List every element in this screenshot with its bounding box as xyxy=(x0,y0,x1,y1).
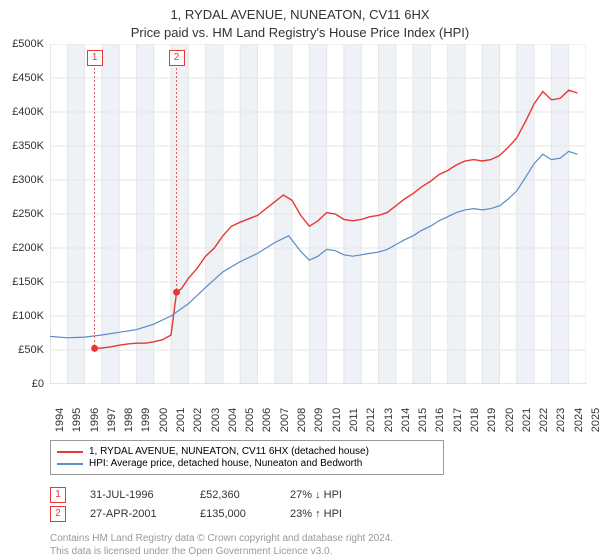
x-tick-label: 2016 xyxy=(434,408,446,432)
sale-table: 1 31-JUL-1996 £52,360 27% ↓ HPI 2 27-APR… xyxy=(50,484,342,525)
y-tick-label: £100K xyxy=(12,310,44,322)
sale-row: 1 31-JUL-1996 £52,360 27% ↓ HPI xyxy=(50,487,342,503)
x-tick-label: 2017 xyxy=(452,408,464,432)
sale-date: 27-APR-2001 xyxy=(90,508,200,520)
x-tick-label: 2011 xyxy=(348,408,360,432)
x-tick-label: 2025 xyxy=(590,408,600,432)
y-axis: £0£50K£100K£150K£200K£250K£300K£350K£400… xyxy=(0,44,48,384)
y-tick-label: £300K xyxy=(12,174,44,186)
legend-item: 1, RYDAL AVENUE, NUNEATON, CV11 6HX (det… xyxy=(57,446,437,457)
x-tick-label: 1999 xyxy=(140,408,152,432)
legend-item: HPI: Average price, detached house, Nune… xyxy=(57,458,437,469)
y-tick-label: £500K xyxy=(12,38,44,50)
x-tick-label: 2020 xyxy=(504,408,516,432)
x-tick-label: 2022 xyxy=(538,408,550,432)
footer: Contains HM Land Registry data © Crown c… xyxy=(50,532,393,558)
title-block: 1, RYDAL AVENUE, NUNEATON, CV11 6HX Pric… xyxy=(0,0,600,44)
sale-row: 2 27-APR-2001 £135,000 23% ↑ HPI xyxy=(50,506,342,522)
chart-marker: 2 xyxy=(169,50,185,66)
y-tick-label: £250K xyxy=(12,208,44,220)
legend: 1, RYDAL AVENUE, NUNEATON, CV11 6HX (det… xyxy=(50,440,444,475)
x-tick-label: 1994 xyxy=(54,408,66,432)
y-tick-label: £200K xyxy=(12,242,44,254)
title-line-1: 1, RYDAL AVENUE, NUNEATON, CV11 6HX xyxy=(0,6,600,24)
x-tick-label: 2006 xyxy=(261,408,273,432)
x-tick-label: 2003 xyxy=(210,408,222,432)
footer-line: Contains HM Land Registry data © Crown c… xyxy=(50,532,393,545)
x-tick-label: 2008 xyxy=(296,408,308,432)
x-tick-label: 2009 xyxy=(313,408,325,432)
x-tick-label: 2018 xyxy=(469,408,481,432)
sale-marker: 1 xyxy=(50,487,66,503)
x-tick-label: 2015 xyxy=(417,408,429,432)
y-tick-label: £150K xyxy=(12,276,44,288)
y-tick-label: £400K xyxy=(12,106,44,118)
legend-swatch xyxy=(57,451,83,453)
y-tick-label: £450K xyxy=(12,72,44,84)
x-tick-label: 2007 xyxy=(279,408,291,432)
x-tick-label: 2024 xyxy=(573,408,585,432)
sale-delta: 27% ↓ HPI xyxy=(290,489,342,501)
x-tick-label: 1998 xyxy=(123,408,135,432)
title-line-2: Price paid vs. HM Land Registry's House … xyxy=(0,24,600,42)
legend-label: 1, RYDAL AVENUE, NUNEATON, CV11 6HX (det… xyxy=(89,446,369,457)
y-tick-label: £50K xyxy=(18,344,44,356)
x-tick-label: 2023 xyxy=(555,408,567,432)
x-tick-label: 2002 xyxy=(192,408,204,432)
chart-plot xyxy=(50,44,586,384)
y-tick-label: £0 xyxy=(32,378,44,390)
x-tick-label: 1997 xyxy=(106,408,118,432)
sale-delta: 23% ↑ HPI xyxy=(290,508,342,520)
sale-price: £52,360 xyxy=(200,489,290,501)
x-tick-label: 2010 xyxy=(331,408,343,432)
sale-marker: 2 xyxy=(50,506,66,522)
legend-swatch xyxy=(57,463,83,465)
x-tick-label: 2012 xyxy=(365,408,377,432)
x-tick-label: 2014 xyxy=(400,408,412,432)
x-tick-label: 2000 xyxy=(158,408,170,432)
x-tick-label: 2013 xyxy=(383,408,395,432)
legend-label: HPI: Average price, detached house, Nune… xyxy=(89,458,362,469)
x-tick-label: 1996 xyxy=(89,408,101,432)
y-tick-label: £350K xyxy=(12,140,44,152)
sale-price: £135,000 xyxy=(200,508,290,520)
chart-container: 1, RYDAL AVENUE, NUNEATON, CV11 6HX Pric… xyxy=(0,0,600,560)
x-tick-label: 2001 xyxy=(175,408,187,432)
chart-marker: 1 xyxy=(87,50,103,66)
sale-date: 31-JUL-1996 xyxy=(90,489,200,501)
x-tick-label: 2019 xyxy=(486,408,498,432)
x-tick-label: 2005 xyxy=(244,408,256,432)
x-tick-label: 1995 xyxy=(71,408,83,432)
x-axis: 1994 1995 1996 1997 1998 1999 2000 2001 2002 2003… xyxy=(50,386,586,436)
x-tick-label: 2004 xyxy=(227,408,239,432)
footer-line: This data is licensed under the Open Gov… xyxy=(50,545,393,558)
x-tick-label: 2021 xyxy=(521,408,533,432)
